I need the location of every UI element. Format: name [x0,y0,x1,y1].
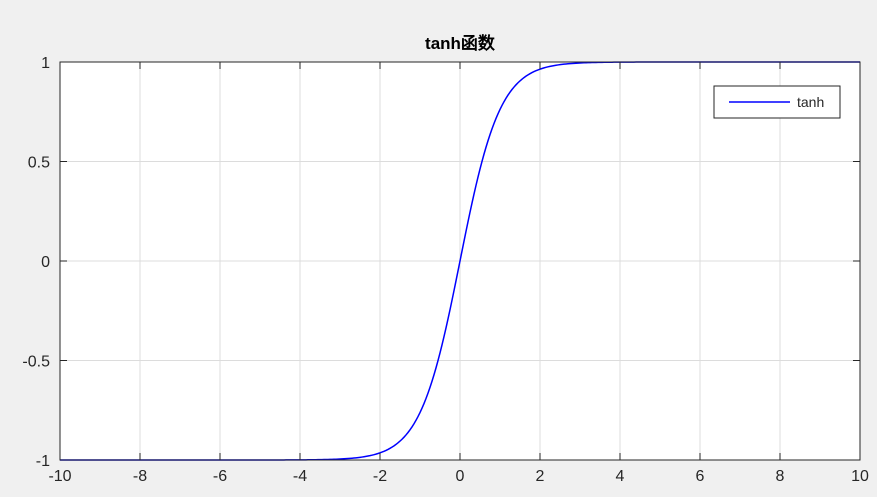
chart-title: tanh函数 [425,33,496,53]
x-tick-label: 6 [696,468,705,485]
y-tick-label: 0.5 [28,155,50,172]
x-tick-label: 10 [851,468,869,485]
x-tick-label: 4 [616,468,625,485]
x-tick-label: -10 [48,468,71,485]
y-tick-label: 0 [41,254,50,271]
x-tick-label: 0 [456,468,465,485]
tick-labels: -10 -8 -6 -4 -2 0 2 4 6 8 10 -1 -0.5 0 0.5 1 [22,55,869,485]
legend-label-tanh: tanh [797,94,824,110]
y-tick-label: -1 [36,453,50,470]
legend[interactable]: tanh [713,85,841,119]
x-tick-label: 8 [776,468,785,485]
y-tick-label: -0.5 [22,354,50,371]
x-tick-label: -6 [213,468,227,485]
y-tick-label: 1 [41,55,50,72]
x-tick-label: -8 [133,468,147,485]
x-tick-label: -4 [293,468,307,485]
x-tick-label: 2 [536,468,545,485]
ticks [59,61,861,461]
x-tick-label: -2 [373,468,387,485]
